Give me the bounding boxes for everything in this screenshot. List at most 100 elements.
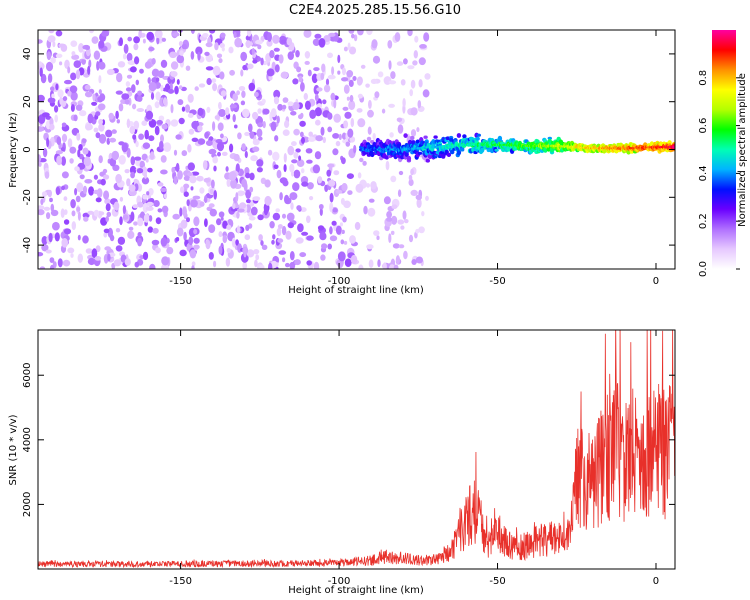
heatmap-noise-cell [282, 257, 286, 263]
heatmap-noise-cell [38, 61, 42, 66]
heatmap-noise-cell [103, 174, 110, 180]
heatmap-noise-cell [125, 87, 132, 92]
heatmap-noise-cell [241, 90, 246, 99]
heatmap-noise-cell [59, 61, 63, 66]
heatmap-noise-cell [240, 69, 244, 77]
heatmap-noise-cell [232, 93, 238, 102]
heatmap-ylabel: Frequency (Hz) [8, 112, 19, 188]
heatmap-noise-cell [69, 158, 74, 164]
heatmap-signal-core [672, 145, 675, 149]
heatmap-noise-cell [126, 52, 133, 62]
heatmap-noise-cell [167, 88, 175, 94]
heatmap-noise-cell [124, 169, 130, 174]
heatmap-noise-cell [289, 251, 295, 261]
heatmap-noise-cell [143, 213, 150, 223]
heatmap-noise-cell [340, 197, 345, 205]
heatmap-noise-cell [346, 96, 350, 101]
heatmap-noise-cell [157, 182, 164, 187]
heatmap-noise-cell [313, 67, 320, 72]
heatmap-noise-cell [62, 96, 68, 102]
heatmap-noise-cell [177, 170, 183, 180]
heatmap-noise-cell [327, 179, 336, 187]
heatmap-signal-cell [446, 152, 452, 157]
heatmap-noise-cell [103, 253, 109, 264]
heatmap-noise-cell [307, 69, 312, 77]
heatmap-noise-cell [298, 75, 303, 83]
heatmap-signal-cell [448, 137, 454, 142]
heatmap-noise-cell [137, 237, 143, 247]
heatmap-noise-cell [248, 123, 253, 133]
heatmap-noise-cell [106, 137, 111, 145]
colorbar-tick-label: 0.2 [698, 213, 709, 229]
heatmap-signal-cell [403, 133, 408, 139]
snr-frame [37, 329, 676, 570]
heatmap-noise-cell [404, 219, 409, 224]
heatmap-noise-cell [124, 258, 131, 266]
heatmap-noise-cell [390, 175, 397, 183]
heatmap-noise-cell [279, 177, 288, 184]
heatmap-ticks: -150 -100 -50 0 -40 -20 0 20 40 [22, 30, 675, 287]
heatmap-signal-cell [445, 136, 450, 140]
snr-ytick-label: 6000 [22, 362, 33, 387]
heatmap-noise-cell [47, 35, 56, 43]
heatmap-noise-cell [266, 68, 275, 77]
heatmap-noise-cell [67, 66, 71, 74]
heatmap-noise-cell [386, 211, 392, 219]
heatmap-noise-cell [69, 146, 77, 154]
heatmap-noise-cell [61, 185, 66, 191]
heatmap-signal-layer [359, 132, 675, 166]
heatmap-noise-cell [147, 77, 151, 84]
heatmap-noise-cell [142, 38, 146, 44]
heatmap-noise-cell [357, 78, 363, 86]
heatmap-ytick-label: -40 [22, 237, 33, 253]
heatmap-noise-cell [365, 183, 371, 188]
heatmap-noise-cell [98, 118, 103, 125]
heatmap-noise-cell [242, 108, 250, 118]
heatmap-noise-cell [327, 74, 336, 80]
heatmap-noise-cell [260, 240, 264, 246]
heatmap-noise-cell [410, 129, 417, 137]
heatmap-xtick-label: -50 [489, 276, 505, 287]
heatmap-noise-cell [107, 253, 111, 262]
heatmap-noise-cell [415, 194, 422, 200]
heatmap-noise-cell [300, 168, 305, 174]
heatmap-noise-cell [305, 148, 313, 154]
heatmap-noise-cell [48, 30, 55, 34]
heatmap-noise-cell [181, 43, 187, 50]
heatmap-noise-cell [306, 182, 314, 190]
heatmap-noise-cell [313, 261, 320, 269]
heatmap-noise-cell [393, 264, 399, 269]
heatmap-noise-cell [317, 176, 323, 184]
heatmap-noise-cell [101, 30, 110, 37]
heatmap-noise-cell [160, 169, 168, 175]
heatmap-noise-cell [367, 126, 372, 135]
heatmap-noise-cell [133, 120, 140, 130]
heatmap-noise-cell [289, 192, 298, 201]
heatmap-noise-cell [188, 128, 195, 135]
snr-ytick-label: 2000 [22, 492, 33, 517]
heatmap-noise-cell [366, 244, 374, 250]
heatmap-noise-cell [187, 144, 192, 153]
heatmap-noise-cell [145, 206, 154, 211]
heatmap-noise-cell [343, 46, 348, 52]
heatmap-signal-cell [480, 147, 485, 153]
heatmap-noise-cell [221, 151, 228, 156]
heatmap-noise-cell [173, 175, 178, 185]
heatmap-noise-cell [254, 259, 258, 268]
heatmap-noise-cell [95, 197, 102, 203]
heatmap-noise-cell [87, 257, 96, 266]
heatmap-noise-cell [392, 243, 400, 249]
heatmap-noise-cell [314, 151, 322, 160]
heatmap-noise-cell [342, 216, 347, 223]
heatmap-noise-cell [134, 156, 142, 161]
heatmap-noise-cell [46, 137, 50, 148]
heatmap-noise-cell [131, 84, 136, 93]
snr-xtick-label: -100 [328, 576, 351, 587]
heatmap-noise-cell [218, 211, 225, 218]
heatmap-noise-cell [276, 115, 280, 124]
heatmap-noise-cell [142, 202, 149, 213]
heatmap-signal-cell [406, 155, 412, 162]
heatmap-noise-cell [212, 121, 216, 132]
heatmap-noise-cell [356, 108, 363, 113]
heatmap-noise-cell [113, 259, 122, 267]
